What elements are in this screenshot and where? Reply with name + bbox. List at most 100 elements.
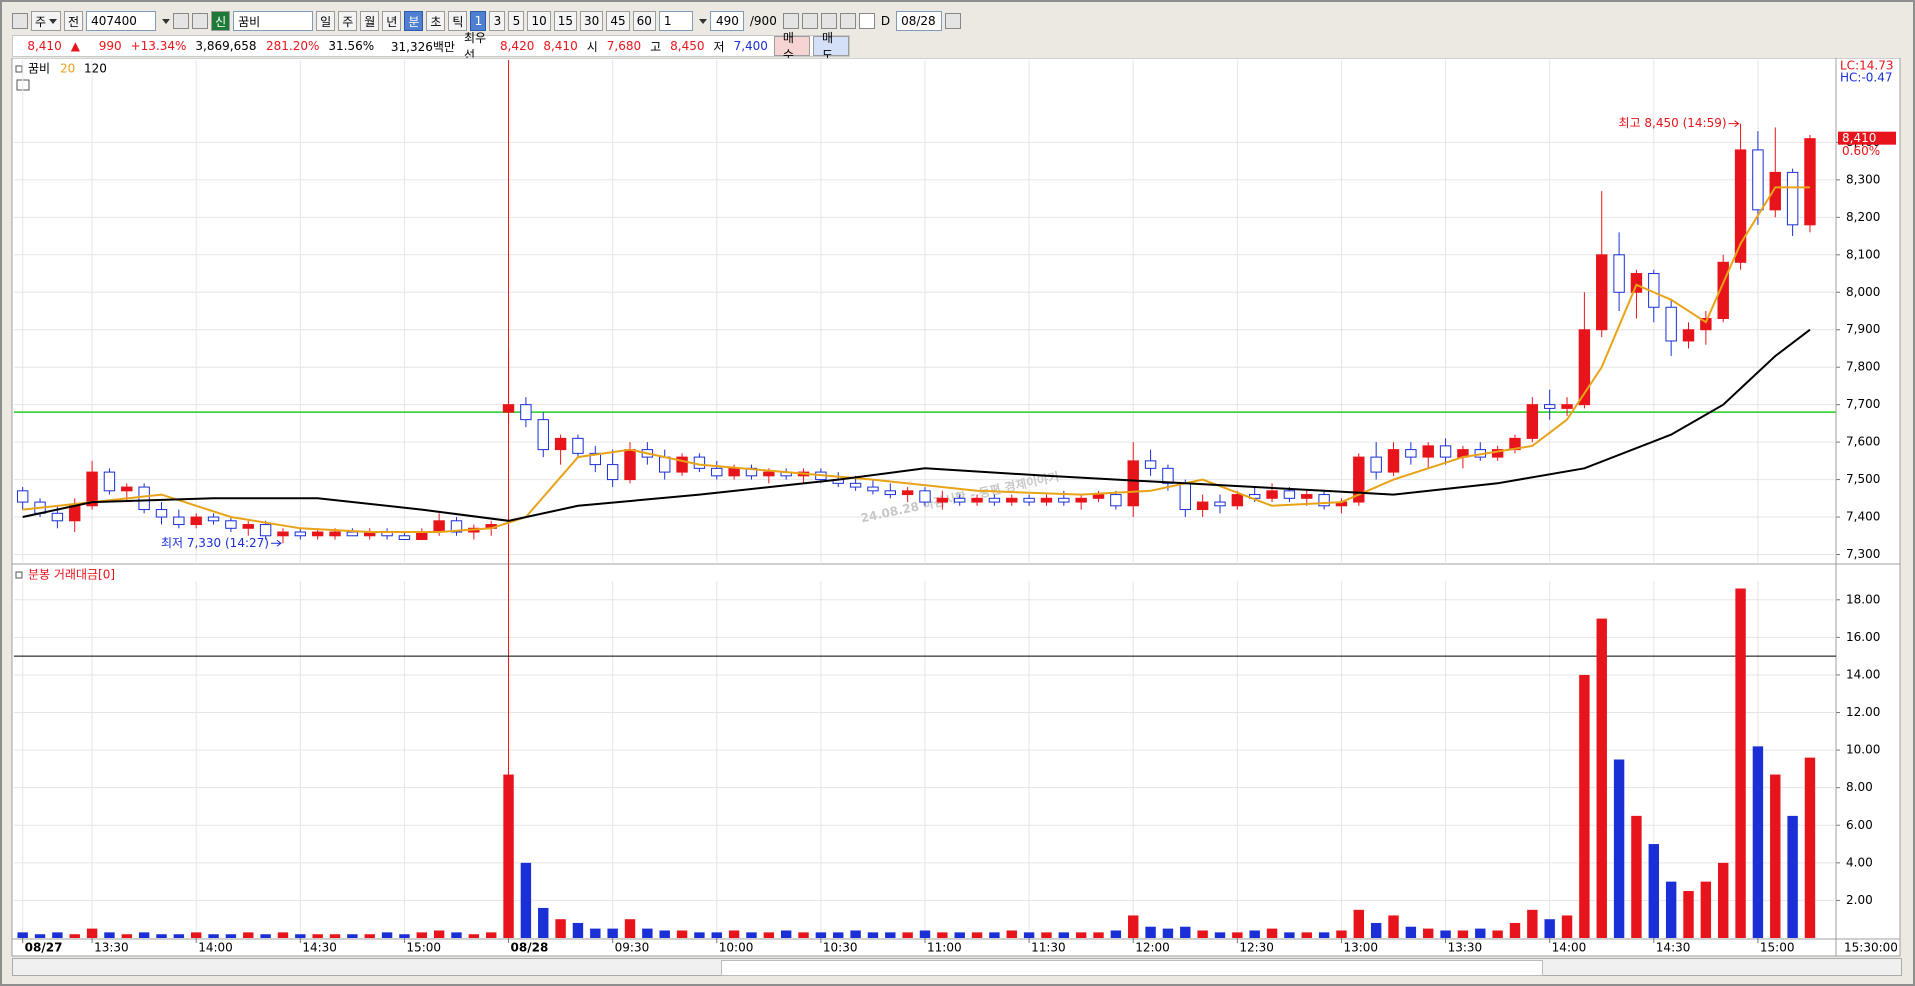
unit-select[interactable]: 1 bbox=[658, 11, 693, 31]
y-tick-label: 4.00 bbox=[1846, 855, 1873, 869]
volume-bar bbox=[1301, 932, 1312, 938]
period-button[interactable]: 일 bbox=[316, 11, 336, 31]
interval-button[interactable]: 1 bbox=[470, 11, 487, 31]
high-label: 고 bbox=[650, 39, 662, 54]
period-button[interactable]: 분 bbox=[404, 11, 424, 31]
search-icon[interactable] bbox=[173, 13, 190, 29]
volume-bar bbox=[347, 934, 358, 938]
interval-button[interactable]: 15 bbox=[553, 11, 578, 31]
calendar-icon[interactable] bbox=[945, 13, 962, 29]
candle-body bbox=[16, 490, 29, 503]
volume-bar bbox=[520, 862, 532, 938]
candle-body bbox=[1353, 456, 1365, 503]
tool-icon[interactable] bbox=[782, 13, 799, 29]
sound-icon[interactable] bbox=[192, 13, 209, 29]
bid: 8,410 bbox=[543, 39, 578, 53]
name-field[interactable]: 꿈비 bbox=[233, 11, 314, 31]
candle-body bbox=[849, 482, 862, 488]
volume-bar bbox=[1214, 932, 1226, 938]
kind-button[interactable]: 전 bbox=[64, 11, 84, 31]
market-select[interactable]: 주 bbox=[31, 11, 62, 31]
volume-bar bbox=[208, 934, 219, 938]
date: 08/28 bbox=[901, 14, 936, 28]
volume: 3,869,658 bbox=[195, 39, 257, 53]
candle-body bbox=[416, 531, 428, 541]
candle-body bbox=[971, 497, 983, 503]
tool-icon[interactable] bbox=[801, 13, 818, 29]
x-tick-label: 15:00 bbox=[406, 941, 441, 955]
volume-bar bbox=[1804, 757, 1816, 938]
volume-bar bbox=[746, 932, 757, 938]
arrow: ▲ bbox=[70, 39, 80, 53]
volume-bar bbox=[1718, 862, 1729, 938]
period-button[interactable]: 틱 bbox=[448, 11, 468, 31]
price: 8,410 bbox=[27, 39, 62, 53]
volume-bar bbox=[1561, 915, 1573, 938]
save-icon[interactable] bbox=[820, 13, 837, 29]
volume-bar bbox=[69, 934, 80, 938]
settings-icon[interactable] bbox=[839, 13, 856, 29]
candle-body bbox=[1144, 460, 1157, 469]
interval-button[interactable]: 3 bbox=[489, 11, 506, 31]
volume-bar bbox=[104, 932, 115, 938]
candle-body bbox=[711, 467, 723, 477]
volume-bar bbox=[503, 774, 514, 938]
y-tick-label: 8,100 bbox=[1846, 247, 1880, 261]
buy-button[interactable]: 매수 bbox=[773, 31, 810, 62]
annotation-arrow bbox=[1728, 120, 1740, 128]
candle-body bbox=[1058, 497, 1070, 503]
period-button[interactable]: 월 bbox=[360, 11, 380, 31]
interval-button[interactable]: 10 bbox=[527, 11, 551, 31]
volume-bar bbox=[989, 932, 1000, 938]
volume-bar bbox=[798, 932, 809, 938]
max-count: /900 bbox=[749, 14, 777, 28]
badge: 신 bbox=[211, 11, 231, 31]
y-tick-label: 7,600 bbox=[1846, 435, 1880, 449]
checkbox[interactable] bbox=[858, 13, 875, 29]
x-tick-label: 14:00 bbox=[198, 941, 233, 955]
menu-icon[interactable] bbox=[12, 13, 28, 29]
period-button[interactable]: 년 bbox=[382, 11, 402, 31]
period-button[interactable]: 초 bbox=[426, 11, 446, 31]
volume-bar bbox=[34, 934, 46, 938]
interval-button[interactable]: 45 bbox=[606, 11, 630, 31]
volume-bar bbox=[416, 932, 427, 938]
candle-body bbox=[346, 531, 359, 537]
candle-body bbox=[1092, 494, 1105, 499]
date-input[interactable]: 08/28 bbox=[896, 11, 943, 31]
x-tick-label: 12:30 bbox=[1239, 941, 1274, 955]
annotation: 최고 8,450 (14:59) bbox=[1619, 116, 1727, 130]
last-pct-label: 0.60% bbox=[1842, 144, 1880, 158]
volume-bar bbox=[1353, 909, 1365, 938]
candle-body bbox=[433, 520, 445, 533]
count-input[interactable]: 490 bbox=[709, 11, 744, 31]
interval-button[interactable]: 30 bbox=[580, 11, 604, 31]
interval-button[interactable]: 5 bbox=[508, 11, 525, 31]
x-tick-label: 12:00 bbox=[1135, 941, 1170, 955]
candle-body bbox=[919, 490, 931, 503]
volume-bar bbox=[399, 934, 410, 938]
volume-bar bbox=[1579, 674, 1590, 938]
dropdown-arrow[interactable] bbox=[162, 18, 171, 24]
candle-body bbox=[606, 464, 619, 481]
scroll-thumb[interactable] bbox=[721, 960, 1543, 976]
candle-body bbox=[1127, 460, 1139, 507]
dropdown-arrow[interactable] bbox=[698, 18, 707, 24]
code-input[interactable]: 407400 bbox=[86, 11, 157, 31]
volume-bar bbox=[937, 932, 948, 938]
legend-icon bbox=[15, 65, 23, 73]
candle-body bbox=[1439, 445, 1452, 458]
sell-button[interactable]: 매도 bbox=[812, 31, 849, 62]
candle-body bbox=[173, 516, 185, 526]
volume-bar bbox=[867, 932, 879, 938]
x-time-label: 15:30:00 bbox=[1844, 941, 1898, 955]
period-button[interactable]: 주 bbox=[338, 11, 358, 31]
y-tick-label: 6.00 bbox=[1846, 818, 1873, 832]
candle-body bbox=[1405, 449, 1417, 458]
candle-body bbox=[1370, 456, 1382, 473]
volume-bar bbox=[919, 930, 931, 938]
scrollbar[interactable] bbox=[12, 958, 1902, 976]
volume-bar bbox=[1128, 915, 1139, 938]
ma-line bbox=[22, 328, 1811, 522]
interval-button[interactable]: 60 bbox=[632, 11, 656, 31]
